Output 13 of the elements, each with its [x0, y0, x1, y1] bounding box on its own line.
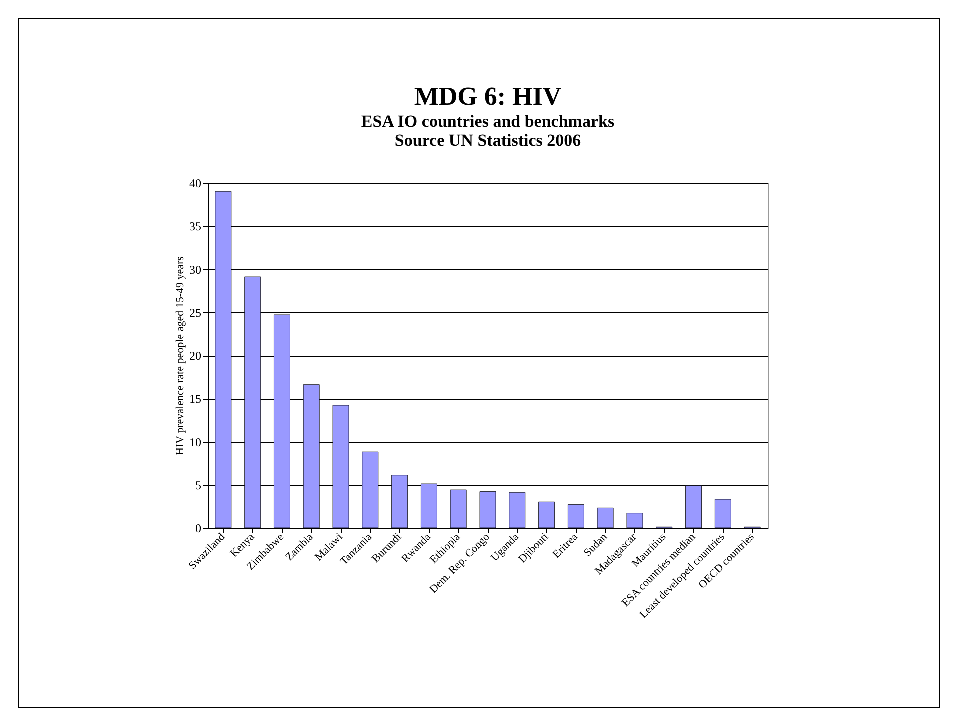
chart-title: MDG 6: HIV	[414, 82, 562, 111]
y-tick-label: 25	[190, 306, 202, 320]
y-tick-label: 15	[190, 392, 202, 406]
chart-subtitle: ESA IO countries and benchmarks	[361, 112, 615, 131]
y-tick-label: 30	[190, 262, 202, 277]
y-tick-label: 40	[190, 176, 202, 190]
y-axis-title: HIV prevalence rate people aged 15-49 years	[174, 256, 186, 456]
source-note: Source UN Statistics 2006	[394, 131, 582, 150]
y-tick-label: 5	[196, 478, 202, 492]
y-tick-label: 0	[196, 522, 202, 536]
y-tick-label: 10	[190, 435, 202, 450]
y-tick-label: 20	[190, 349, 202, 363]
y-tick-label: 35	[190, 220, 202, 234]
